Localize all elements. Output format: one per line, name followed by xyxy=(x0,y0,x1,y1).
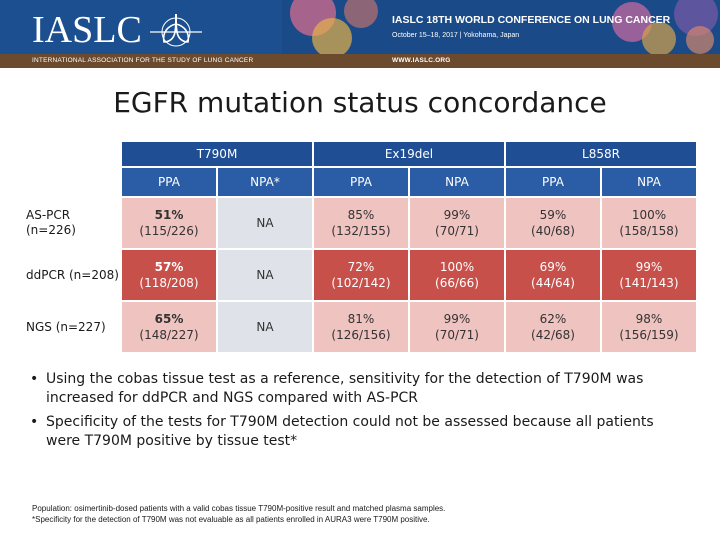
bullet-item: • Specificity of the tests for T790M det… xyxy=(30,413,690,451)
bullet-dot-icon: • xyxy=(30,414,39,430)
table-row: AS-PCR (n=226) 51% (115/226) NA 85% (132/155)… xyxy=(22,198,696,248)
table-cell: 100% (158/158) xyxy=(602,198,696,248)
cell-count: (141/143) xyxy=(619,276,679,290)
cell-count: (44/64) xyxy=(531,276,575,290)
cell-value: 99% xyxy=(443,208,471,222)
table-row: NGS (n=227) 65% (148/227) NA 81% (126/156) 99%… xyxy=(22,302,696,352)
corner-cell xyxy=(22,168,120,196)
group-header-t790m: T790M xyxy=(122,142,312,166)
subheader-cell: PPA xyxy=(122,168,216,196)
table-cell: NA xyxy=(218,250,312,300)
bullet-text: Using the cobas tissue test as a referen… xyxy=(46,371,644,406)
org-tagline: INTERNATIONAL ASSOCIATION FOR THE STUDY … xyxy=(32,57,254,64)
subheader-cell: NPA xyxy=(602,168,696,196)
cell-value: 72% xyxy=(347,260,375,274)
table-cell: 57% (118/208) xyxy=(122,250,216,300)
cell-value: 99% xyxy=(443,312,471,326)
table-cell: 99% (141/143) xyxy=(602,250,696,300)
table-cell: 98% (156/159) xyxy=(602,302,696,352)
bullet-list: • Using the cobas tissue test as a refer… xyxy=(30,370,690,456)
bullet-item: • Using the cobas tissue test as a refer… xyxy=(30,370,690,408)
cell-count: (42/68) xyxy=(531,328,575,342)
row-label: NGS (n=227) xyxy=(26,319,106,334)
conference-title: IASLC 18TH WORLD CONFERENCE ON LUNG CANC… xyxy=(392,14,671,26)
bullet-text: Specificity of the tests for T790M detec… xyxy=(46,414,654,449)
row-label: AS-PCR (n=226) xyxy=(26,208,76,237)
subheader-cell: NPA* xyxy=(218,168,312,196)
iaslc-logo: IASLC xyxy=(32,9,142,51)
cell-value: NA xyxy=(256,216,274,230)
cell-count: (132/155) xyxy=(331,224,391,238)
footnote-specificity: *Specificity for the detection of T790M … xyxy=(32,515,430,524)
cell-value: NA xyxy=(256,268,274,282)
conference-dates: October 15–18, 2017 | Yokohama, Japan xyxy=(392,32,520,39)
row-label: ddPCR (n=208) xyxy=(26,267,119,282)
table-cell: 81% (126/156) xyxy=(314,302,408,352)
cell-count: (158/158) xyxy=(619,224,679,238)
table-cell: 59% (40/68) xyxy=(506,198,600,248)
cell-value: 99% xyxy=(635,260,663,274)
cell-count: (118/208) xyxy=(139,276,199,290)
cell-value: NA xyxy=(256,320,274,334)
cell-count: (156/159) xyxy=(619,328,679,342)
cell-value: 100% xyxy=(439,260,475,274)
cell-value: 85% xyxy=(347,208,375,222)
concordance-table: T790M Ex19del L858R PPA NPA* PPA NPA PPA… xyxy=(20,140,698,354)
table-row: ddPCR (n=208) 57% (118/208) NA 72% (102/142) 1… xyxy=(22,250,696,300)
corner-cell xyxy=(22,142,120,166)
table-cell: 85% (132/155) xyxy=(314,198,408,248)
cell-count: (115/226) xyxy=(139,224,199,238)
cell-count: (66/66) xyxy=(435,276,479,290)
subheader-cell: PPA xyxy=(314,168,408,196)
table-cell: 100% (66/66) xyxy=(410,250,504,300)
table-cell: 65% (148/227) xyxy=(122,302,216,352)
bullet-dot-icon: • xyxy=(30,371,39,387)
table-cell: 99% (70/71) xyxy=(410,198,504,248)
table-cell: 62% (42/68) xyxy=(506,302,600,352)
group-header-l858r: L858R xyxy=(506,142,696,166)
table-cell: 69% (44/64) xyxy=(506,250,600,300)
subheader-cell: PPA xyxy=(506,168,600,196)
conference-banner: IASLC IASLC 18TH WORLD CONFERENCE ON LUN… xyxy=(0,0,720,68)
table-cell: NA xyxy=(218,302,312,352)
cell-count: (102/142) xyxy=(331,276,391,290)
subheader-cell: NPA xyxy=(410,168,504,196)
cell-value: 57% xyxy=(154,260,184,274)
website-link[interactable]: WWW.IASLC.ORG xyxy=(392,57,451,64)
cell-value: 98% xyxy=(635,312,663,326)
cell-value: 81% xyxy=(347,312,375,326)
cell-value: 69% xyxy=(539,260,567,274)
table-cell: 72% (102/142) xyxy=(314,250,408,300)
table-body: AS-PCR (n=226) 51% (115/226) NA 85% (132/155)… xyxy=(22,198,696,352)
cell-value: 59% xyxy=(539,208,567,222)
cell-count: (40/68) xyxy=(531,224,575,238)
tagline-bar: INTERNATIONAL ASSOCIATION FOR THE STUDY … xyxy=(0,54,720,68)
footnotes: Population: osimertinib-dosed patients w… xyxy=(32,503,445,525)
cell-value: 62% xyxy=(539,312,567,326)
table-cell: NA xyxy=(218,198,312,248)
lung-logo-icon xyxy=(150,14,202,47)
cell-count: (70/71) xyxy=(435,328,479,342)
cell-count: (148/227) xyxy=(139,328,199,342)
table-cell: 99% (70/71) xyxy=(410,302,504,352)
cell-count: (70/71) xyxy=(435,224,479,238)
slide-title: EGFR mutation status concordance xyxy=(113,86,607,119)
cell-count: (126/156) xyxy=(331,328,391,342)
cell-value: 100% xyxy=(631,208,667,222)
footnote-population: Population: osimertinib-dosed patients w… xyxy=(32,504,446,513)
cell-value: 51% xyxy=(154,208,184,222)
cell-value: 65% xyxy=(154,312,184,326)
group-header-ex19del: Ex19del xyxy=(314,142,504,166)
table-cell: 51% (115/226) xyxy=(122,198,216,248)
